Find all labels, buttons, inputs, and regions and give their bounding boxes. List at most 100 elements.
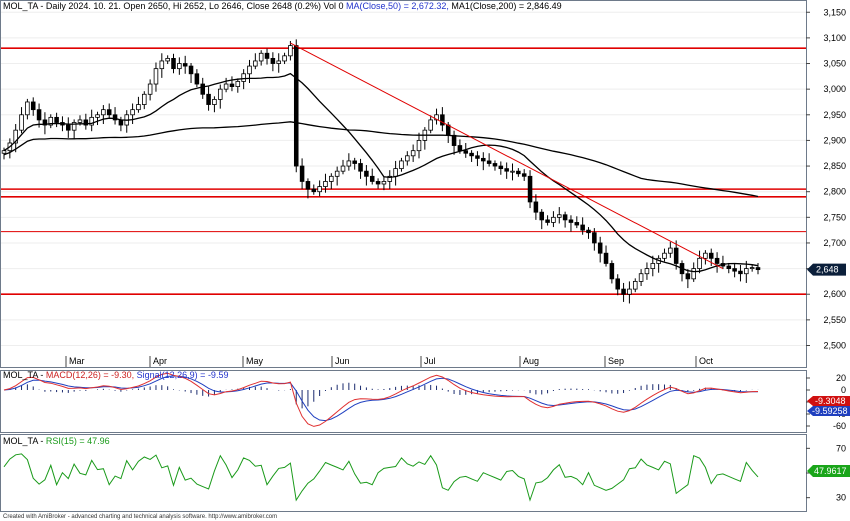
candle-body [410, 150, 416, 157]
candle-body [299, 165, 305, 182]
month-label: Apr [153, 356, 167, 366]
price-y-tick-label: 3,150 [823, 7, 846, 17]
ma200-line [3, 121, 759, 198]
candle-body [346, 160, 352, 167]
candle-body [557, 214, 562, 218]
candle-body [329, 175, 334, 182]
price-badge-text: 2,648 [816, 265, 839, 275]
candle-body [229, 83, 235, 87]
candle-body [153, 68, 159, 85]
horizontal-levels [1, 47, 806, 296]
candle-body [136, 104, 141, 111]
candle-body [568, 219, 574, 223]
price-y-tick-label: 2,800 [823, 187, 846, 197]
month-label: Aug [523, 356, 539, 366]
candle-body [235, 81, 241, 87]
candle-body [241, 73, 246, 82]
candle-body [463, 150, 469, 154]
candle-body [615, 278, 620, 290]
macd-y-tick-label: 0 [841, 385, 846, 395]
candle-body [147, 83, 153, 95]
candle-body [428, 119, 433, 131]
candle-body [171, 57, 176, 70]
candle-body [334, 170, 340, 177]
candle-body [25, 101, 30, 116]
candle-body [498, 165, 504, 170]
candle-body [527, 175, 533, 203]
candle-body [405, 155, 410, 162]
candle-body [632, 281, 638, 290]
candle-body [703, 252, 708, 259]
candle-body [89, 116, 94, 126]
candle-body [486, 160, 492, 164]
candle-body [744, 268, 749, 275]
price-y-tick-label: 3,050 [823, 59, 846, 69]
candle-body [264, 52, 270, 59]
price-y-tick-label: 3,000 [823, 84, 846, 94]
candle-body [650, 263, 656, 269]
price-y-tick-label: 2,700 [823, 238, 846, 248]
candle-body [188, 65, 194, 75]
candle-body [673, 247, 679, 264]
candle-body [434, 114, 439, 121]
candle-body [247, 65, 252, 75]
candle-body [668, 247, 673, 254]
price-y-tick-label: 2,600 [823, 289, 846, 299]
candle-body [36, 109, 42, 121]
macd-badge-text: -9.3048 [815, 396, 846, 406]
candle-body [492, 163, 498, 167]
candle-body [621, 288, 626, 295]
candle-body [749, 267, 755, 269]
candle-body [369, 175, 375, 182]
candle-body [685, 273, 691, 280]
candle-body [258, 52, 264, 62]
candle-body [627, 288, 632, 295]
candle-body [288, 45, 293, 57]
candle-body [481, 157, 486, 162]
candle-body [71, 122, 77, 131]
candle-body [19, 114, 24, 131]
candle-body [440, 114, 445, 126]
rsi-badge-shape [807, 465, 850, 477]
candle-body [358, 163, 363, 172]
price-y-tick-label: 3,100 [823, 33, 846, 43]
candle-body [130, 109, 135, 116]
candle-body [182, 63, 188, 67]
rsi-y-tick-label: 70 [836, 443, 846, 453]
rsi-line-path [3, 453, 759, 502]
candle-body [165, 57, 170, 62]
candle-body [399, 160, 404, 170]
rsi-y-tick-label: 30 [836, 493, 846, 503]
rsi-pane [0, 434, 807, 512]
price-title: MOL_TA - Daily 2024. 10. 21. Open 2650, … [3, 1, 562, 11]
macd-badges: -9.3048 -9.59258 [807, 396, 850, 416]
candle-body [1, 150, 7, 154]
month-label: Jun [335, 356, 350, 366]
candle-body [662, 252, 667, 259]
candle-body [691, 268, 696, 280]
month-label: May [246, 356, 264, 366]
price-badge-shape [807, 263, 846, 276]
price-y-axis: 2,5002,5502,6002,6502,7002,7502,8002,850… [806, 7, 846, 350]
price-x-axis: Mar Apr May Jun Jul Aug Sep Oct [65, 356, 714, 367]
rsi-badge-text: 47.9617 [814, 466, 847, 476]
price-y-tick-label: 2,750 [823, 212, 846, 222]
month-label: Sep [608, 356, 624, 366]
candle-body [13, 129, 18, 144]
candle-body [66, 124, 71, 131]
candle-body [521, 173, 527, 177]
candle-body [445, 124, 451, 136]
price-y-tick-label: 2,550 [823, 315, 846, 325]
price-pane [0, 0, 807, 368]
footer-credit: Created with AmiBroker - advanced charti… [3, 514, 277, 520]
rsi-line [3, 453, 759, 502]
downtrend-line [290, 42, 724, 270]
candle-body [708, 252, 714, 259]
candle-body [83, 119, 89, 126]
candle-body [282, 55, 287, 62]
rsi-title: MOL_TA - RSI(15) = 47.96 [3, 436, 110, 446]
candle-body [101, 109, 106, 116]
candle-body [603, 252, 609, 264]
macd-histogram [9, 382, 759, 409]
